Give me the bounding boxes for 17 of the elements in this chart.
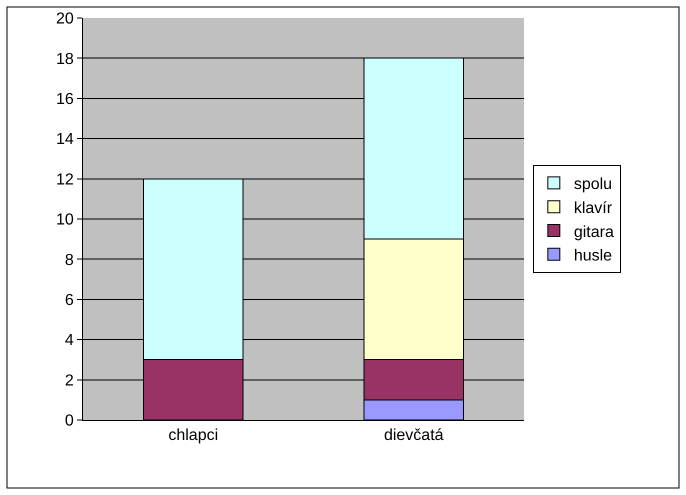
legend-label: gitara — [574, 224, 614, 241]
y-tick-label: 18 — [56, 50, 74, 68]
y-tick-label: 10 — [56, 212, 74, 229]
y-tick-label: 12 — [56, 171, 74, 188]
x-tick-label: chlapci — [168, 427, 218, 444]
y-tick-label: 8 — [64, 252, 74, 269]
y-tick-label: 14 — [56, 131, 74, 148]
x-tick-label: dievčatá — [384, 427, 444, 444]
y-tick-label: 20 — [56, 10, 74, 28]
y-tick-label: 4 — [64, 332, 74, 350]
y-tick-label: 0 — [64, 412, 74, 430]
legend-label: husle — [574, 248, 612, 265]
y-tick-label: 6 — [64, 292, 74, 309]
y-tick-label: 16 — [56, 91, 74, 108]
legend-label: klavír — [574, 200, 613, 217]
y-tick-label: 2 — [64, 372, 74, 390]
legend-label: spolu — [574, 176, 612, 194]
